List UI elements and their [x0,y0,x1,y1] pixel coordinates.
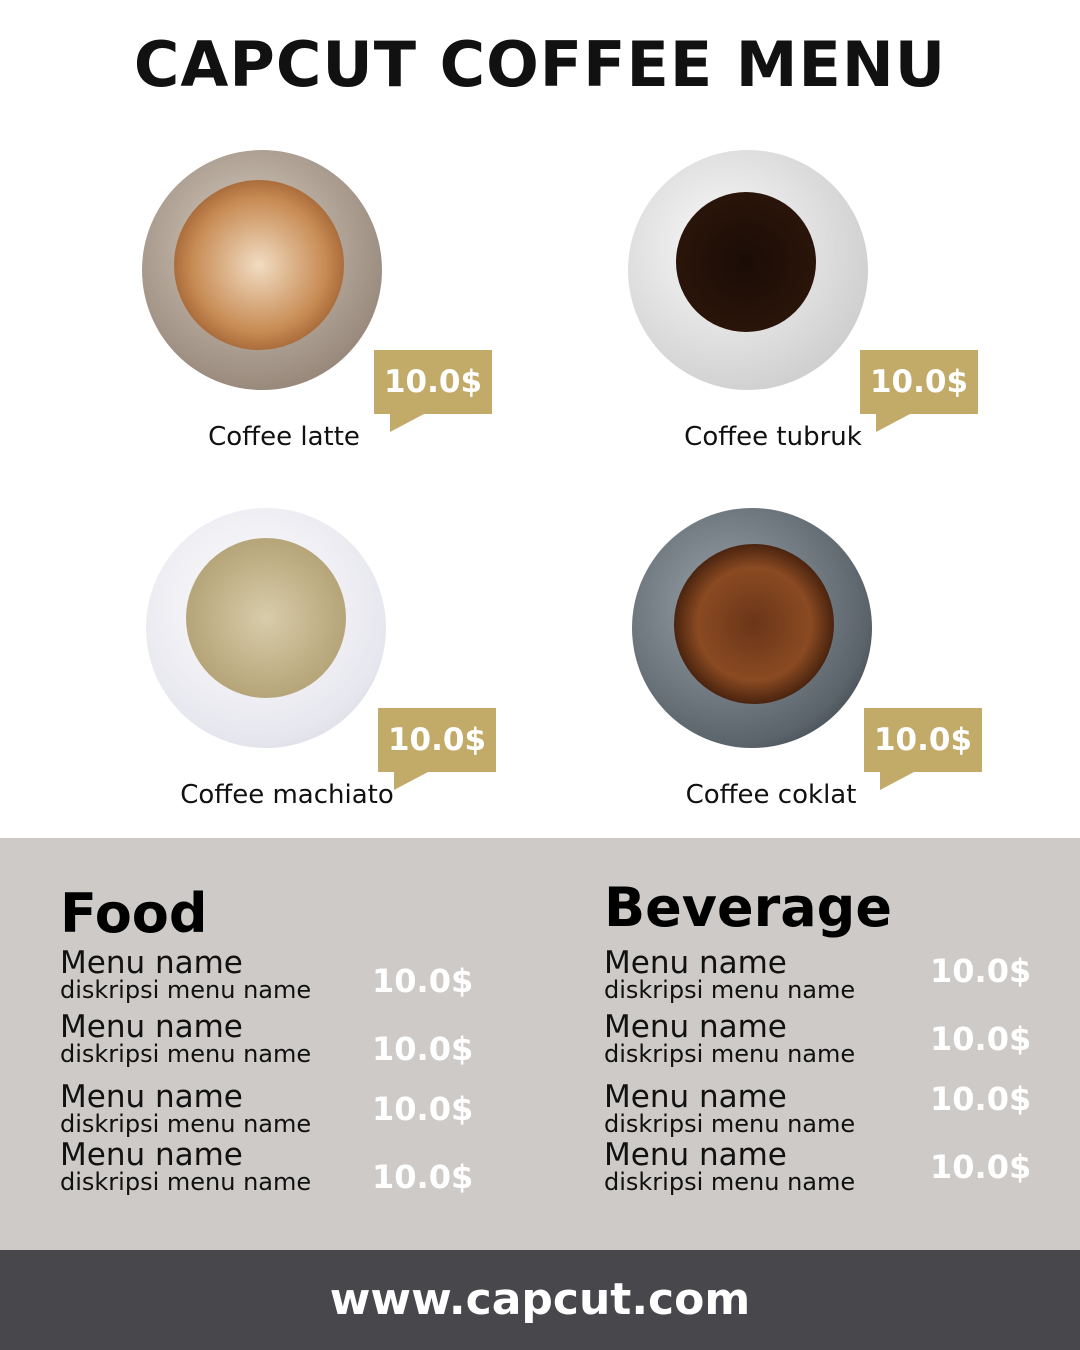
item-desc: diskripsi menu name [604,1168,856,1196]
item-desc: diskripsi menu name [604,976,856,1004]
menu-item: Menu name diskripsi menu name 10.0$ [60,1137,480,1197]
item-price: 10.0$ [372,1090,474,1128]
item-name: Menu name [604,1137,787,1173]
product-name: Coffee machiato [180,780,394,810]
item-name: Menu name [604,1009,787,1045]
coffee-latte-image [142,150,382,390]
item-desc: diskripsi menu name [60,1040,312,1068]
product-name: Coffee coklat [685,780,857,810]
page-title: CAPCUT COFFEE MENU [133,28,947,101]
price-tag: 10.0$ [860,350,978,432]
item-price: 10.0$ [930,952,1032,990]
product-coffee-coklat: 10.0$ Coffee coklat [632,508,1080,838]
food-heading: Food [60,882,208,945]
item-desc: diskripsi menu name [604,1110,856,1138]
item-name: Menu name [60,1009,243,1045]
menu-item: Menu name diskripsi menu name 10.0$ [604,1009,1031,1068]
menu-item: Menu name diskripsi menu name 10.0$ [604,1079,1031,1138]
menu-panel: Food Menu name diskripsi menu name 10.0$ M… [0,838,1080,1250]
menu-item: Menu name diskripsi menu name 10.0$ [604,1137,1031,1196]
item-name: Menu name [604,945,787,981]
item-desc: diskripsi menu name [60,1110,312,1138]
product-name: Coffee tubruk [684,422,862,452]
menu-item: Menu name diskripsi menu name 10.0$ [60,945,480,1004]
item-desc: diskripsi menu name [60,1168,312,1196]
coffee-coklat-image [632,508,872,748]
menu-item: Menu name diskripsi menu name 10.0$ [60,1079,480,1138]
product-coffee-latte: 10.0$ Coffee latte [142,150,622,480]
item-price: 10.0$ [372,962,474,1000]
item-name: Menu name [60,1079,243,1115]
footer-website-link[interactable]: www.capcut.com [0,1250,1080,1350]
coffee-machiato-image [146,508,386,748]
item-price: 10.0$ [930,1020,1032,1058]
item-name: Menu name [60,1137,243,1173]
item-price: 10.0$ [372,1158,474,1196]
item-name: Menu name [604,1079,787,1115]
item-desc: diskripsi menu name [604,1040,856,1068]
menu-item: Menu name diskripsi menu name 10.0$ [604,945,1031,1004]
menu-item: Menu name diskripsi menu name 10.0$ [60,1009,480,1069]
product-coffee-tubruk: 10.0$ Coffee tubruk [628,150,1080,480]
price-tag: 10.0$ [864,708,982,790]
item-desc: diskripsi menu name [60,976,312,1004]
beverage-heading: Beverage [604,876,892,939]
item-price: 10.0$ [372,1030,474,1068]
item-price: 10.0$ [930,1080,1032,1118]
price-tag: 10.0$ [374,350,492,432]
product-coffee-machiato: 10.0$ Coffee machiato [146,508,626,838]
item-price: 10.0$ [930,1148,1032,1186]
price-tag: 10.0$ [378,708,496,790]
coffee-tubruk-image [628,150,868,390]
product-name: Coffee latte [208,422,360,452]
item-name: Menu name [60,945,243,981]
